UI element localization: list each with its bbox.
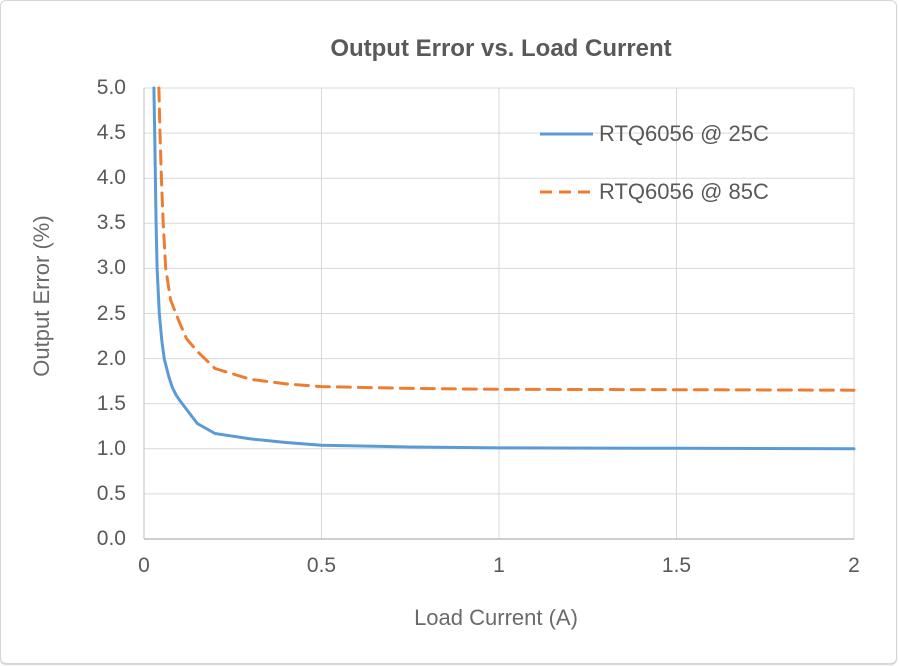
y-tick-label: 3.0 bbox=[96, 256, 126, 280]
x-tick-label: 0 bbox=[138, 554, 150, 577]
y-tick-label: 1.5 bbox=[96, 391, 126, 415]
x-tick-label: 1 bbox=[493, 554, 505, 577]
x-tick-label: 1.5 bbox=[661, 554, 692, 577]
legend-item-25c: RTQ6056 @ 25C bbox=[539, 111, 769, 157]
x-tick-label: 0.5 bbox=[306, 554, 337, 577]
legend-item-85c: RTQ6056 @ 85C bbox=[539, 169, 769, 215]
y-tick-label: 0.0 bbox=[96, 527, 126, 550]
y-tick-label: 3.5 bbox=[96, 211, 126, 235]
legend-label-25c: RTQ6056 @ 25C bbox=[599, 121, 769, 146]
legend-line-dashed-icon bbox=[540, 190, 593, 194]
legend-line-solid-icon bbox=[540, 132, 593, 136]
legend-label-85c: RTQ6056 @ 85C bbox=[599, 179, 769, 204]
y-tick-label: 0.5 bbox=[96, 481, 126, 505]
chart-title: Output Error vs. Load Current bbox=[330, 35, 672, 62]
y-tick-label: 4.5 bbox=[96, 121, 126, 145]
legend: RTQ6056 @ 25C RTQ6056 @ 85C bbox=[539, 111, 769, 215]
y-tick-label: 5.0 bbox=[96, 76, 126, 99]
x-axis-title: Load Current (A) bbox=[414, 605, 578, 630]
y-tick-label: 1.0 bbox=[96, 436, 126, 460]
y-tick-label: 2.0 bbox=[96, 346, 126, 370]
x-tick-label: 2 bbox=[848, 554, 860, 577]
y-tick-label: 2.5 bbox=[96, 301, 126, 325]
y-tick-label: 4.0 bbox=[96, 166, 126, 190]
